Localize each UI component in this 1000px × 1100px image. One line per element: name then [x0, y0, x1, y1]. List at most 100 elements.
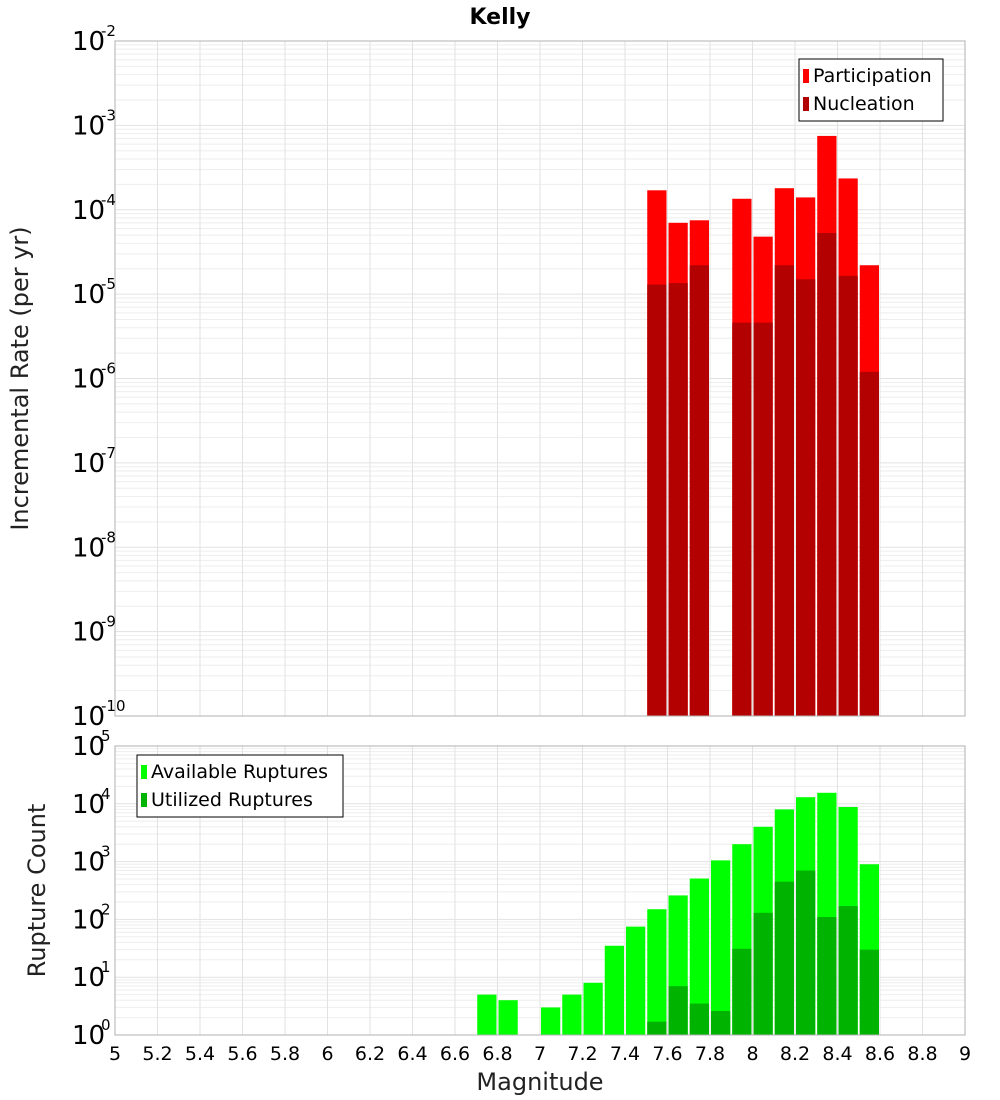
y-tick-label: 10: [72, 618, 105, 648]
y-tick-label: 10: [72, 702, 105, 732]
bar-overlay-nucleation: [753, 322, 773, 716]
bar-overlay-nucleation: [774, 265, 794, 716]
legend-swatch: [803, 97, 809, 111]
x-tick-label: 6.6: [440, 1043, 470, 1065]
y-tick-label: 10: [72, 280, 105, 310]
y-tick-exponent: -2: [101, 22, 116, 40]
y-tick-exponent: -10: [101, 697, 126, 715]
y-tick-exponent: 1: [101, 958, 111, 976]
y-axis-label: Rupture Count: [23, 804, 51, 978]
y-tick-label: 10: [72, 963, 105, 993]
x-tick-label: 9: [959, 1043, 971, 1065]
x-tick-label: 7.6: [652, 1043, 682, 1065]
y-tick-label: 10: [72, 1021, 105, 1051]
x-tick-label: 5.8: [270, 1043, 300, 1065]
x-tick-label: 5: [109, 1043, 121, 1065]
bar-overlay-utilized-ruptures: [647, 1021, 667, 1035]
bar-overlay-utilized-ruptures: [859, 949, 879, 1035]
bar-overlay-utilized-ruptures: [753, 912, 773, 1035]
y-tick-label: 10: [72, 111, 105, 141]
y-tick-exponent: 4: [101, 785, 111, 803]
legend-label: Participation: [813, 65, 932, 87]
bar-overlay-nucleation: [668, 283, 688, 716]
bar-overlay-nucleation: [817, 233, 837, 716]
bar-available-ruptures: [498, 1000, 518, 1035]
y-tick-label: 10: [72, 533, 105, 563]
y-tick-exponent: 0: [101, 1016, 111, 1034]
x-tick-label: 7.2: [567, 1043, 597, 1065]
x-tick-label: 5.4: [185, 1043, 215, 1065]
bar-overlay-nucleation: [732, 322, 752, 716]
x-tick-label: 6.2: [355, 1043, 385, 1065]
bar-overlay-utilized-ruptures: [774, 881, 794, 1035]
x-tick-label: 6: [321, 1043, 333, 1065]
legend-label: Utilized Ruptures: [151, 789, 313, 811]
plot-frame: [114, 40, 966, 717]
bar-available-ruptures: [541, 1007, 561, 1035]
bar-overlay-nucleation: [859, 371, 879, 716]
bar-overlay-utilized-ruptures: [796, 870, 816, 1035]
x-tick-label: 6.4: [397, 1043, 427, 1065]
y-tick-exponent: 5: [101, 727, 111, 745]
y-tick-exponent: -4: [101, 191, 116, 209]
legend-label: Available Ruptures: [151, 761, 328, 783]
legend: Available Ruptures Utilized Ruptures: [136, 754, 344, 818]
x-tick-label: 5.2: [142, 1043, 172, 1065]
y-tick-label: 10: [72, 196, 105, 226]
y-tick-label: 10: [72, 905, 105, 935]
bar-available-ruptures: [626, 926, 646, 1035]
legend-label: Nucleation: [813, 93, 915, 115]
x-tick-label: 5.6: [227, 1043, 257, 1065]
y-tick-label: 10: [72, 449, 105, 479]
bar-available-ruptures: [711, 860, 731, 1035]
y-tick-label: 10: [72, 27, 105, 57]
bar-overlay-nucleation: [647, 284, 667, 716]
rate-panel: 10-210-310-410-510-610-710-810-910-10Inc…: [6, 22, 966, 732]
bar-overlay-nucleation: [796, 279, 816, 716]
legend-swatch: [141, 793, 147, 807]
bar-overlay-nucleation: [689, 265, 709, 716]
legend: Participation Nucleation: [798, 58, 944, 122]
y-tick-exponent: -3: [101, 106, 116, 124]
x-tick-label: 7.4: [610, 1043, 640, 1065]
x-axis-label: Magnitude: [476, 1068, 603, 1096]
legend-box: [136, 754, 344, 818]
y-tick-label: 10: [72, 365, 105, 395]
y-tick-exponent: 3: [101, 843, 111, 861]
x-tick-label: 7: [534, 1043, 546, 1065]
bar-overlay-utilized-ruptures: [689, 1003, 709, 1035]
chart-title: Kelly: [469, 5, 530, 30]
x-tick-label: 8.8: [907, 1043, 937, 1065]
x-tick-label: 6.8: [482, 1043, 512, 1065]
bar-available-ruptures: [477, 994, 497, 1035]
bar-overlay-utilized-ruptures: [817, 917, 837, 1035]
legend-swatch: [803, 69, 809, 83]
y-axis-label: Incremental Rate (per yr): [6, 226, 34, 530]
y-tick-exponent: -9: [101, 613, 116, 631]
x-tick-label: 8.4: [822, 1043, 852, 1065]
legend-swatch: [141, 765, 147, 779]
x-tick-label: 8: [746, 1043, 758, 1065]
legend-box: [798, 58, 944, 122]
bar-overlay-utilized-ruptures: [838, 906, 858, 1035]
y-tick-label: 10: [72, 848, 105, 878]
bar-overlay-utilized-ruptures: [732, 948, 752, 1035]
bar-available-ruptures: [689, 878, 709, 1035]
bar-available-ruptures: [604, 945, 624, 1035]
y-tick-exponent: -8: [101, 528, 116, 546]
y-tick-label: 10: [72, 732, 105, 762]
x-axis: 5 5.2 5.4 5.6 5.8 6 6.2 6.4 6.6 6.8 7 7.2 7.4 7.6 7.8 8…: [109, 1043, 971, 1065]
y-tick-exponent: 2: [101, 900, 111, 918]
y-tick-exponent: -7: [101, 444, 116, 462]
bar-overlay-nucleation: [838, 275, 858, 716]
bar-overlay-utilized-ruptures: [711, 1011, 731, 1035]
y-tick-label: 10: [72, 790, 105, 820]
plot-frame: [114, 745, 966, 1036]
bar-available-ruptures: [583, 982, 603, 1035]
bar-available-ruptures: [647, 909, 667, 1035]
x-tick-label: 7.8: [695, 1043, 725, 1065]
bar-overlay-utilized-ruptures: [668, 986, 688, 1035]
y-tick-exponent: -5: [101, 275, 116, 293]
